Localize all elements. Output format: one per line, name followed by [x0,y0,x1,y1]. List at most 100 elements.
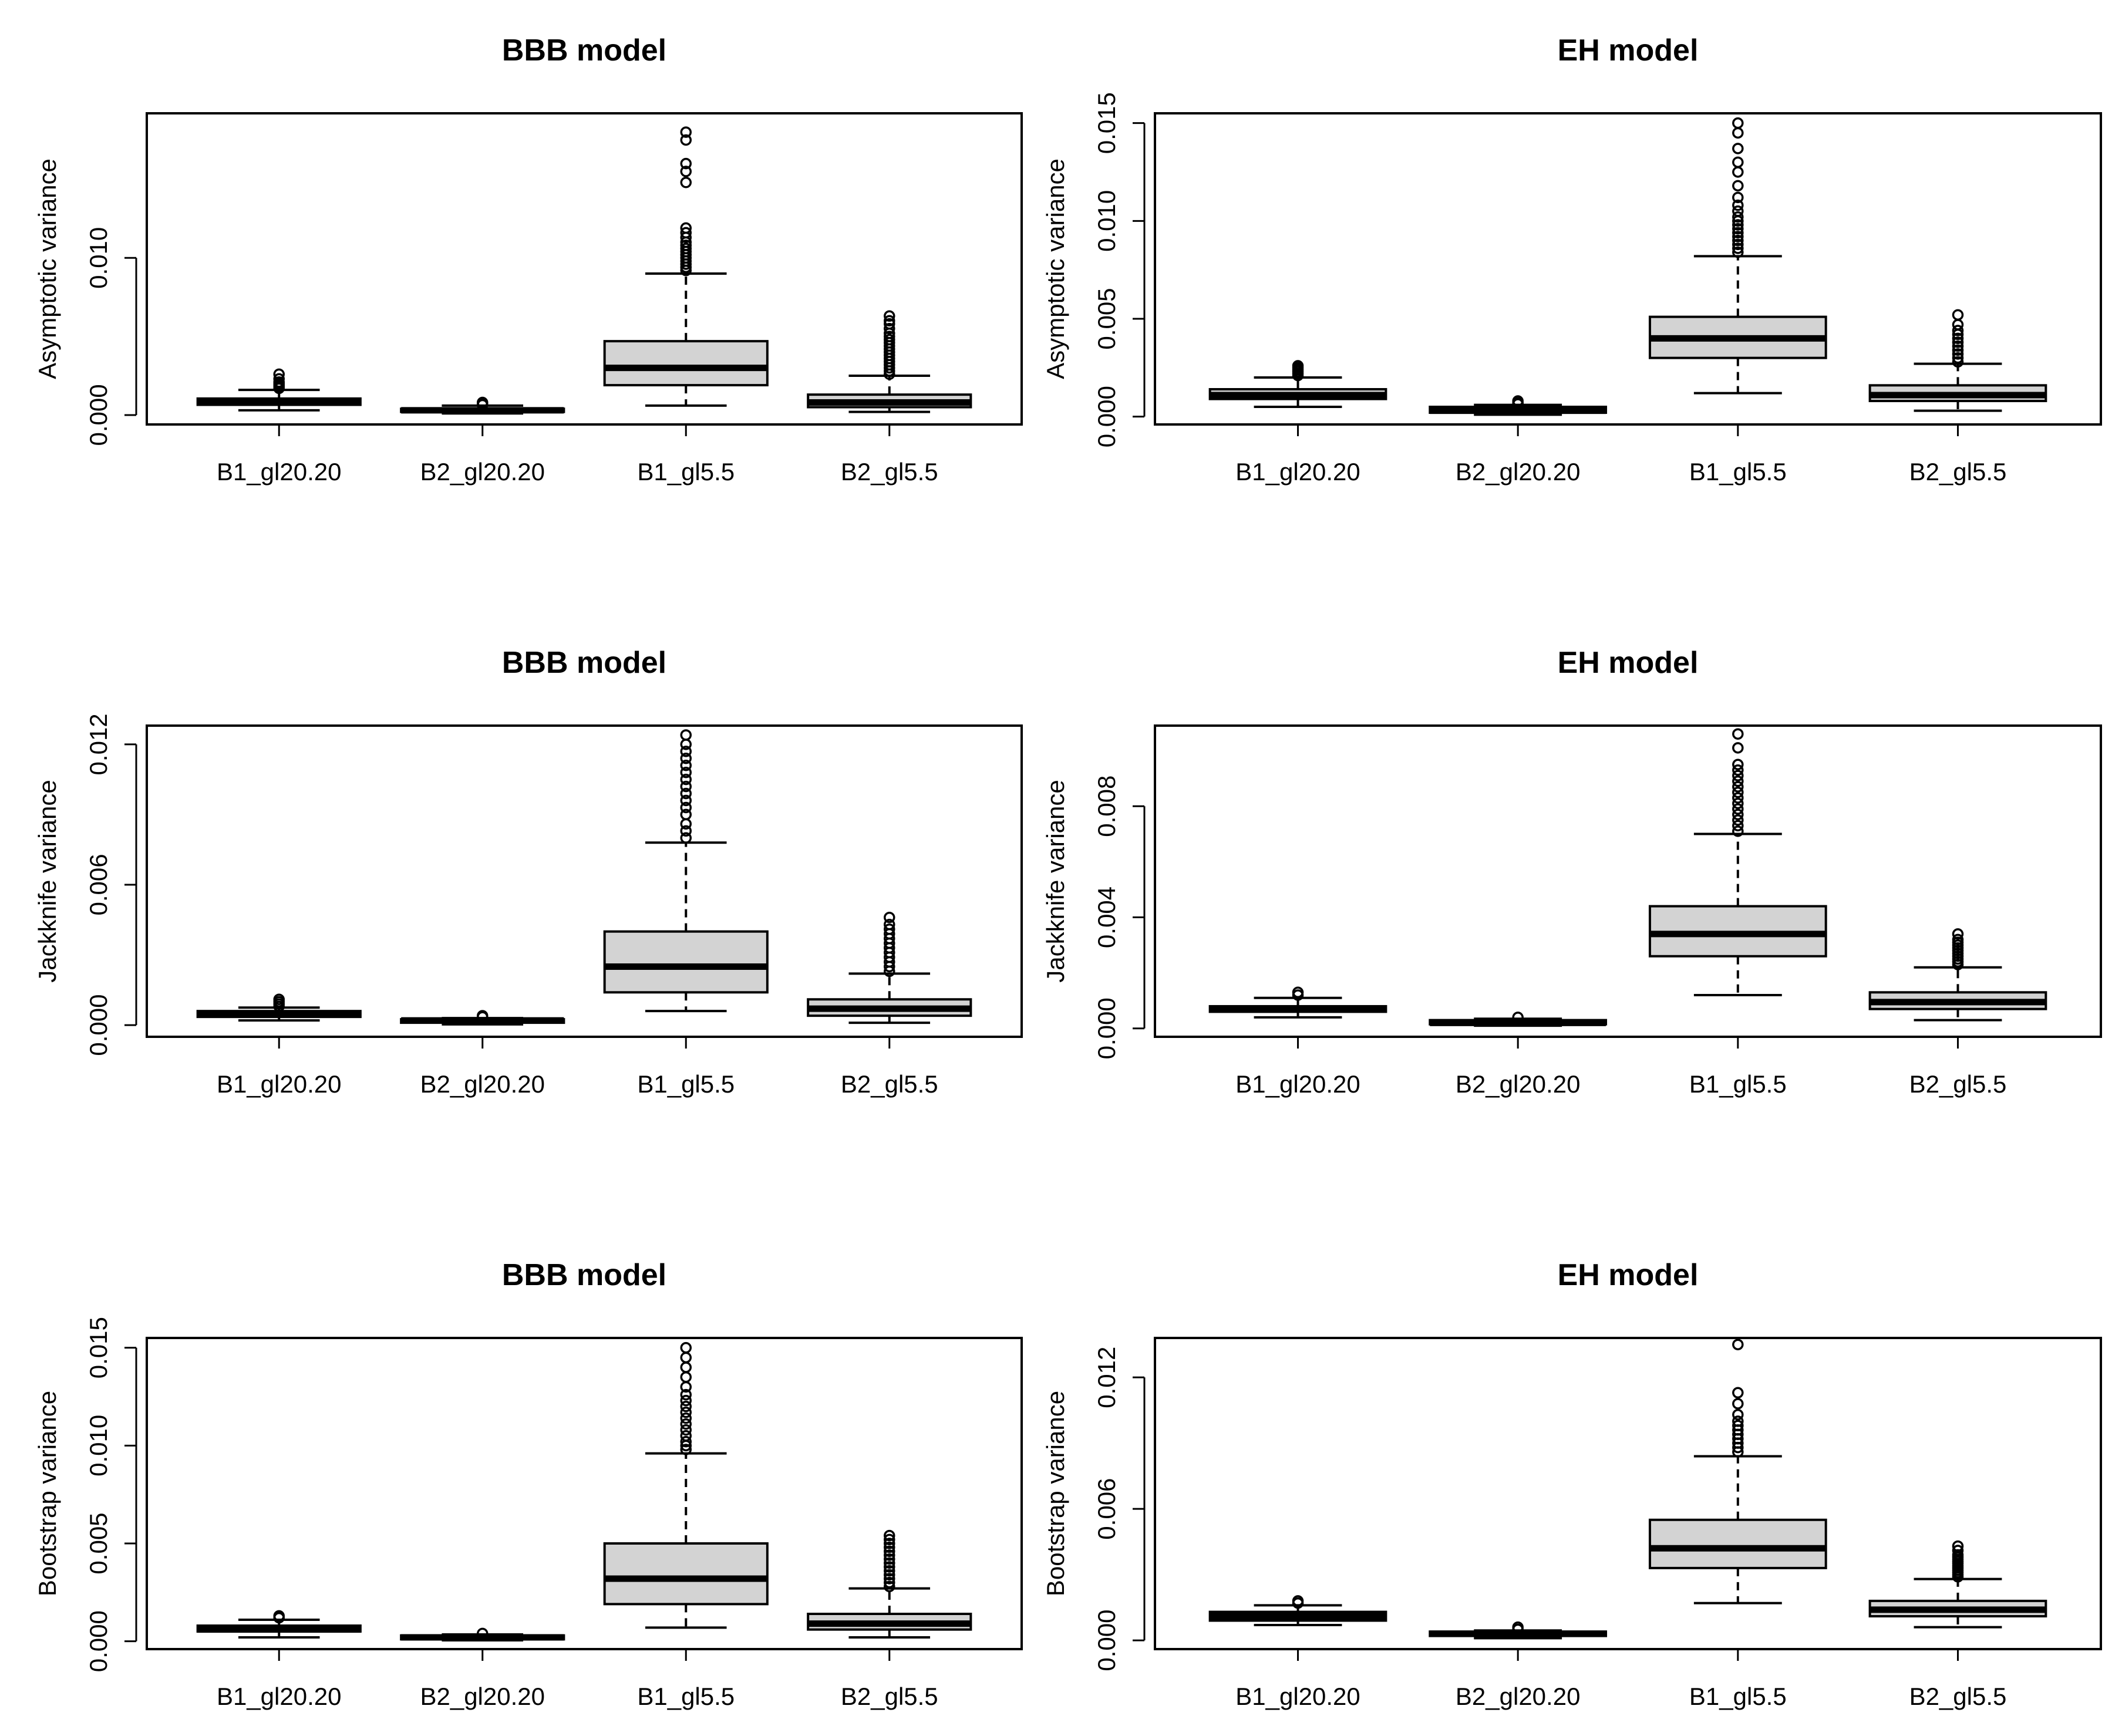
panel-bottom-right: EH modelBootstrap variance0.0000.0060.01… [1042,1258,2101,1710]
panel-title: BBB model [502,33,666,68]
category-label: B2_gl20.20 [1456,1683,1581,1710]
box-B2_gl20.20 [1430,396,1606,414]
category-label: B1_gl5.5 [637,458,735,486]
y-tick-label: 0.005 [85,1512,112,1574]
outlier-point [1733,1388,1743,1397]
plot-frame [147,1338,1022,1649]
y-tick-label: 0.000 [1093,386,1120,447]
outlier-point [1733,1340,1743,1349]
y-tick-label: 0.015 [1093,92,1120,154]
box-B2_gl5.5 [808,311,971,412]
box-B2_gl5.5 [1870,929,2046,1020]
outlier-point [1953,310,1962,319]
panel-title: BBB model [502,646,666,680]
iqr-box [605,341,767,385]
category-label: B2_gl20.20 [420,1683,545,1710]
outlier-point [681,730,691,740]
category-label: B1_gl5.5 [637,1683,735,1710]
box-B1_gl20.20 [198,995,361,1020]
y-axis-label: Asymptotic variance [33,159,61,379]
y-tick-label: 0.015 [85,1317,112,1378]
box-B2_gl5.5 [808,1531,971,1637]
outlier-point [681,1363,691,1372]
outlier-point [1733,119,1743,128]
box-B2_gl20.20 [401,1011,564,1024]
category-label: B1_gl20.20 [217,458,342,486]
box-B2_gl5.5 [808,913,971,1023]
iqr-box [605,932,767,993]
box-B1_gl20.20 [198,369,361,410]
box-B1_gl5.5 [1650,119,1826,393]
category-label: B2_gl5.5 [841,1070,938,1098]
y-tick-label: 0.012 [85,713,112,775]
outlier-point [1733,729,1743,739]
category-label: B2_gl5.5 [1909,1070,2007,1098]
box-B2_gl5.5 [1870,310,2046,410]
outlier-point [1733,1399,1743,1408]
plot-frame [147,726,1022,1037]
figure-canvas: BBB model Asymptotic variance 0.000 0.010 B1… [0,0,2122,1736]
panel-middle-right: EH modelJackknife variance0.0000.0040.00… [1042,646,2101,1098]
y-axis-label: Bootstrap variance [33,1391,61,1596]
category-label: B1_gl20.20 [217,1070,342,1098]
box-B1_gl5.5 [605,730,767,1011]
box-B2_gl20.20 [401,398,564,414]
category-label: B1_gl20.20 [1235,1683,1360,1710]
category-label: B1_gl5.5 [637,1070,735,1098]
box-B1_gl20.20 [1210,361,1386,407]
category-label: B1_gl5.5 [1689,458,1787,486]
y-axis-label: Asymptotic variance [1042,159,1069,379]
box-B2_gl20.20 [1430,1623,1606,1639]
y-tick-label: 0.000 [1093,997,1120,1059]
y-axis-label: Jackknife variance [33,780,61,983]
iqr-box [1650,1520,1826,1568]
y-tick-label: 0.006 [1093,1478,1120,1540]
category-label: B2_gl5.5 [841,1683,938,1710]
box-B2_gl5.5 [1870,1542,2046,1627]
box-B1_gl5.5 [605,1343,767,1628]
panel-title: EH model [1558,33,1699,68]
y-tick-label: 0.012 [1093,1347,1120,1408]
category-label: B2_gl20.20 [420,1070,545,1098]
outlier-point [681,1353,691,1362]
panel-title: BBB model [502,1258,666,1292]
category-label: B1_gl20.20 [1235,1070,1360,1098]
category-label: B2_gl20.20 [420,458,545,486]
outlier-point [1733,157,1743,167]
outlier-point [1733,167,1743,177]
panel-title: EH model [1558,1258,1699,1292]
category-label: B2_gl5.5 [841,458,938,486]
outlier-point [1733,743,1743,753]
y-tick-label: 0.006 [85,854,112,915]
panel-bottom-left: BBB model Bootstrap variance 0.000 0.005 0.0… [33,1258,1022,1710]
outlier-point [1733,128,1743,137]
outlier-point [681,178,691,187]
box-B1_gl20.20 [1210,987,1386,1017]
y-tick-label: 0.000 [85,995,112,1056]
outlier-point [681,1343,691,1353]
y-axis-label: Jackknife variance [1042,780,1069,983]
panel-middle-left: BBB model Jackknife variance 0.000 0.006 0.0… [33,646,1022,1098]
box-B1_gl5.5 [1650,1340,1826,1603]
box-B1_gl5.5 [1650,729,1826,995]
category-label: B1_gl20.20 [1235,458,1360,486]
y-tick-label: 0.010 [85,1415,112,1477]
box-B2_gl20.20 [1430,1013,1606,1026]
outlier-point [1733,181,1743,190]
outlier-point [1733,144,1743,153]
box-B1_gl20.20 [198,1611,361,1637]
y-tick-label: 0.004 [1093,886,1120,948]
y-tick-label: 0.010 [85,227,112,289]
category-label: B1_gl5.5 [1689,1683,1787,1710]
box-B2_gl20.20 [401,1629,564,1640]
y-tick-label: 0.000 [85,1610,112,1672]
category-label: B2_gl5.5 [1909,458,2007,486]
box-B1_gl20.20 [1210,1596,1386,1625]
category-label: B2_gl5.5 [1909,1683,2007,1710]
outlier-point [1953,320,1962,329]
category-label: B2_gl20.20 [1456,1070,1581,1098]
y-tick-label: 0.000 [85,384,112,446]
y-tick-label: 0.005 [1093,288,1120,349]
panel-top-right: EH model Asymptotic variance 0.000 0.005 0.0… [1042,33,2101,486]
category-label: B2_gl20.20 [1456,458,1581,486]
